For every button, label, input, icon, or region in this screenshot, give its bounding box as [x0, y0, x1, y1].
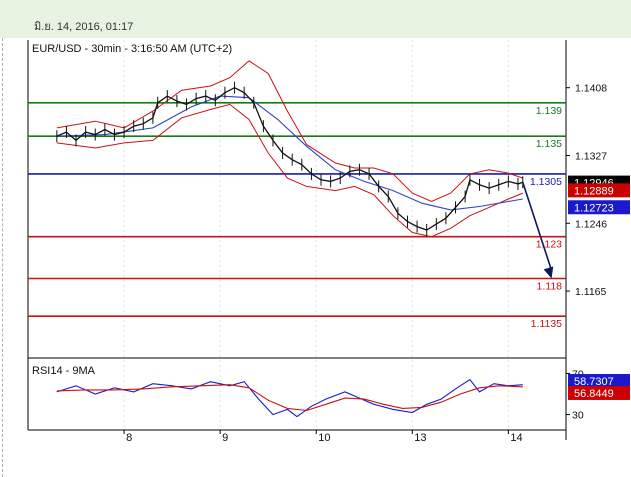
rsi-badge-bg-0 — [568, 374, 630, 389]
x-tick-label-2: 10 — [318, 432, 330, 444]
forecast-arrow — [522, 182, 554, 279]
rsi-tick-label-1: 30 — [572, 410, 584, 422]
price-tick-label-2: 1.1246 — [575, 218, 607, 230]
level-label-3: 1.123 — [536, 239, 562, 251]
price-tick-label-3: 1.1165 — [575, 286, 606, 298]
price-series-group — [56, 60, 524, 238]
price-badge-bg-2 — [568, 200, 630, 215]
rsi-ma-line — [56, 384, 523, 412]
rsi-badge-bg-1 — [568, 385, 630, 400]
datestamp: มิ.ย. 14, 2016, 01:17 — [34, 21, 134, 33]
rsi-badge-1: 56.8449 — [574, 388, 614, 400]
x-tick-label-4: 14 — [510, 432, 522, 444]
chart-title: EUR/USD - 30min - 3:16:50 AM (UTC+2) — [32, 43, 232, 55]
rsi-line — [56, 378, 523, 418]
header-bar — [0, 0, 631, 38]
left-border — [2, 38, 4, 477]
x-tick-label-3: 13 — [414, 432, 426, 444]
level-label-0: 1.139 — [536, 105, 562, 117]
price-badge-2: 1.12723 — [574, 202, 614, 214]
x-gridlines — [123, 40, 509, 430]
price-badge-bg-1 — [568, 183, 630, 198]
rsi-title: RSI14 - 9MA — [32, 365, 96, 377]
x-tick-label-1: 9 — [222, 432, 228, 444]
level-label-2: 1.1305 — [530, 176, 562, 188]
x-tick-label-0: 8 — [126, 432, 132, 444]
bollinger-lower-line — [56, 103, 523, 238]
price-badge-1: 1.12889 — [574, 185, 614, 197]
price-tick-label-0: 1.1408 — [575, 83, 607, 95]
price-tick-label-1: 1.1327 — [575, 150, 607, 162]
rsi-badge-0: 58.7307 — [574, 376, 614, 388]
level-label-5: 1.1135 — [531, 318, 562, 330]
forecast-arrow-head — [543, 266, 554, 279]
forecast-arrow-shaft — [522, 182, 553, 271]
time-axis-ticks: 8 9 10 13 14 — [123, 430, 523, 444]
price-axis-ticks: 1.1408 1.1327 1.1246 1.1165 — [566, 83, 607, 298]
level-label-1: 1.135 — [536, 138, 562, 150]
price-panel — [28, 40, 566, 358]
moving-average-line — [56, 95, 523, 211]
level-label-4: 1.118 — [537, 281, 563, 293]
